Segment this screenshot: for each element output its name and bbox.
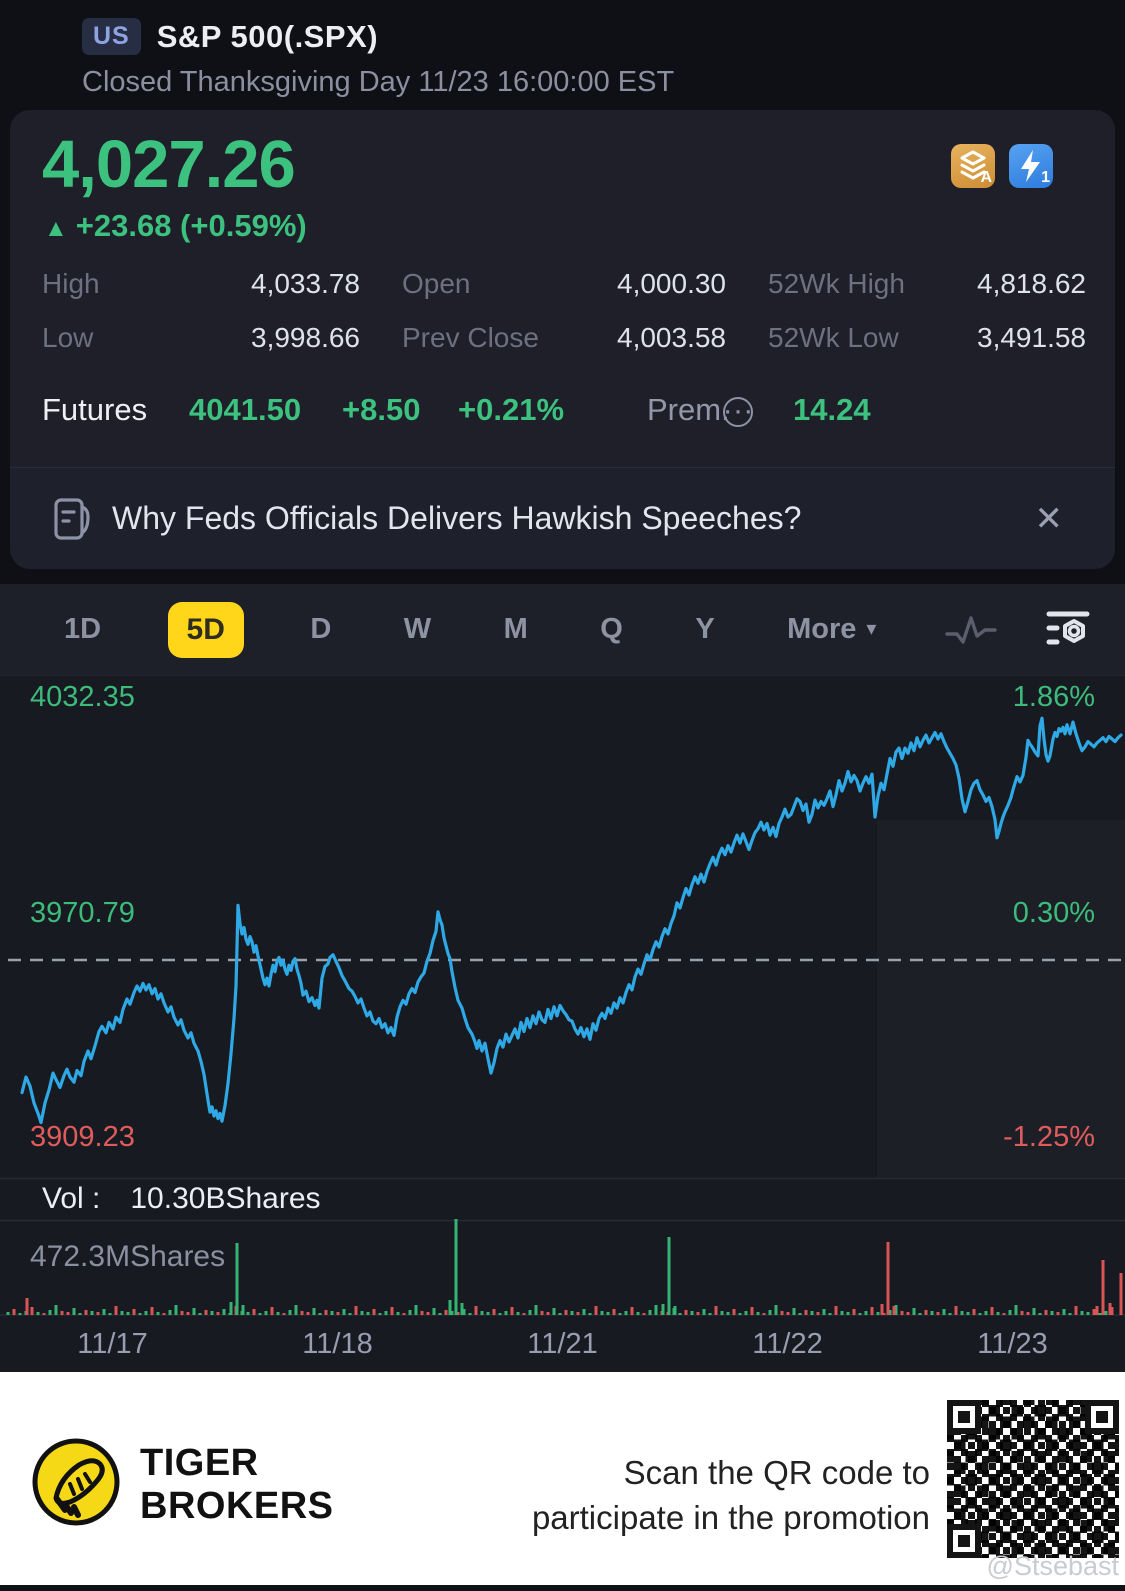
- tab-1d[interactable]: 1D: [64, 613, 102, 645]
- x-axis-dates: 11/17 11/18 11/21 11/22 11/23: [0, 1328, 1125, 1361]
- y-label-mid: 3970.79: [30, 897, 135, 929]
- close-icon[interactable]: ✕: [1034, 499, 1064, 538]
- price-change: ▲ +23.68 (+0.59%): [44, 208, 307, 243]
- premium-value: 14.24: [793, 392, 871, 427]
- last-price: 4,027.26: [42, 127, 296, 202]
- stat-prev-close: Prev Close 4,003.58: [402, 322, 726, 353]
- chart-settings-icon[interactable]: [1045, 607, 1091, 653]
- qr-finder-icon: [947, 1400, 981, 1434]
- news-headline[interactable]: Why Feds Officials Delivers Hawkish Spee…: [112, 500, 802, 536]
- volume-value: 10.30BShares: [130, 1182, 321, 1215]
- chevron-down-icon: ▾: [866, 618, 877, 640]
- promo-text: Scan the QR code to participate in the p…: [531, 1454, 930, 1536]
- futures-change-pct: +0.21%: [458, 392, 565, 427]
- period-tabs: 1D 5D D W M Q Y More ▾: [58, 584, 1091, 675]
- date-tick: 11/23: [977, 1328, 1048, 1360]
- watermark: @Stsebast: [986, 1551, 1119, 1581]
- promo-footer: TIGER BROKERS Scan the QR code to partic…: [0, 1372, 1125, 1585]
- tab-d[interactable]: D: [310, 613, 332, 645]
- page-title: S&P 500(.SPX): [156, 18, 379, 54]
- qr-finder-icon: [1085, 1400, 1119, 1434]
- up-triangle-icon: ▲: [44, 215, 68, 242]
- futures-row: Futures 4041.50 +8.50 +0.21% Prem. ··· 1…: [10, 392, 1115, 436]
- tab-m[interactable]: M: [503, 613, 528, 645]
- tab-more[interactable]: More ▾: [787, 613, 877, 645]
- tab-w[interactable]: W: [403, 613, 432, 645]
- qr-finder-icon: [947, 1524, 981, 1558]
- stat-open: Open 4,000.30: [402, 268, 726, 299]
- tab-q[interactable]: Q: [600, 613, 623, 645]
- tiger-brokers-logo-icon: [32, 1438, 120, 1526]
- date-tick: 11/17: [77, 1328, 148, 1360]
- layers-icon: [960, 150, 986, 180]
- date-tick: 11/21: [527, 1328, 598, 1360]
- pct-label-mid: 0.30%: [1012, 897, 1095, 929]
- premium-label: Prem.: [647, 392, 730, 427]
- toolbar-icons: [943, 607, 1091, 653]
- stat-52wk-high: 52Wk High 4,818.62: [768, 268, 1086, 299]
- volume-summary: Vol : 10.30BShares: [42, 1182, 321, 1216]
- tab-5d[interactable]: 5D: [167, 601, 244, 658]
- chart-panel: 1D 5D D W M Q Y More ▾: [0, 584, 1125, 1372]
- qr-code: [947, 1400, 1119, 1558]
- futures-price: 4041.50: [189, 392, 302, 427]
- y-label-low: 3909.23: [30, 1121, 135, 1153]
- news-banner[interactable]: Why Feds Officials Delivers Hawkish Spee…: [10, 467, 1115, 569]
- price-chart[interactable]: [0, 675, 1125, 1372]
- market-status: Closed Thanksgiving Day 11/23 16:00:00 E…: [82, 66, 675, 98]
- stat-52wk-low: 52Wk Low 3,491.58: [768, 322, 1086, 353]
- brand-name: TIGER BROKERS: [140, 1442, 334, 1527]
- quote-card: 4,027.26 ▲ +23.68 (+0.59%) A 1 High 4,033.…: [10, 110, 1115, 467]
- stat-low: Low 3,998.66: [42, 322, 360, 353]
- premium-info-icon[interactable]: ···: [722, 391, 754, 427]
- date-tick: 11/18: [302, 1328, 373, 1360]
- header: US S&P 500(.SPX): [82, 18, 378, 55]
- line-chart-style-icon[interactable]: [943, 610, 999, 650]
- volume-label: Vol :: [42, 1182, 101, 1215]
- news-icon: [54, 498, 90, 540]
- volume-axis-label: 472.3MShares: [30, 1240, 226, 1273]
- flash-quote-badge-button[interactable]: 1: [1009, 144, 1053, 188]
- futures-change: +8.50: [342, 392, 421, 427]
- pct-label-low: -1.25%: [1003, 1121, 1095, 1153]
- y-label-high: 4032.35: [30, 681, 135, 713]
- analysis-badge-button[interactable]: A: [951, 144, 995, 188]
- pct-label-high: 1.86%: [1012, 681, 1095, 713]
- chart-toolbar: 1D 5D D W M Q Y More ▾: [0, 584, 1125, 676]
- stat-high: High 4,033.78: [42, 268, 360, 299]
- tab-y[interactable]: Y: [695, 613, 715, 645]
- lightning-icon: [1021, 150, 1040, 182]
- bottom-edge: [0, 1585, 1125, 1591]
- date-tick: 11/22: [752, 1328, 823, 1360]
- quote-stats: High 4,033.78 Open 4,000.30 52Wk High 4,818…: [42, 268, 1086, 354]
- market-badge: US: [82, 18, 141, 55]
- futures-label: Futures: [42, 392, 148, 427]
